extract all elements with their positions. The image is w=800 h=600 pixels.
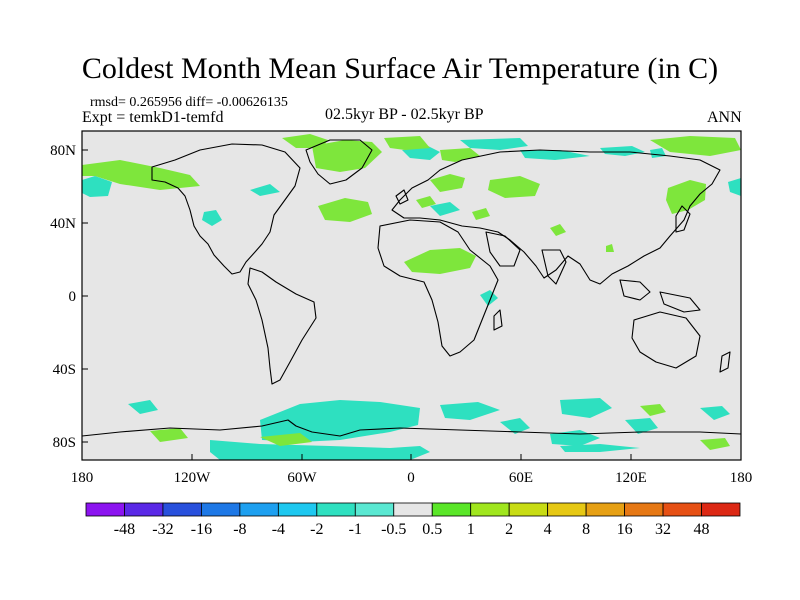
colorbar-box [624, 502, 664, 517]
colorbar-label: 48 [694, 521, 710, 538]
colorbar-box [701, 502, 741, 517]
colorbar-label: 16 [617, 521, 633, 538]
colorbar-box [393, 502, 433, 517]
colorbar-box [316, 502, 356, 517]
colorbar-box [431, 502, 472, 517]
colorbar-box [547, 502, 587, 517]
colorbar-label: -0.5 [381, 521, 406, 538]
colorbar-label: -8 [233, 521, 246, 538]
experiment-line: Expt = temkD1-temfd [82, 109, 224, 126]
colorbar-label: 1 [467, 521, 475, 538]
lon-label: 180 [71, 470, 94, 486]
colorbar-label: 0.5 [422, 521, 442, 538]
colorbar-label: 8 [582, 521, 590, 538]
colorbar-box [585, 502, 625, 517]
colorbar-box [354, 502, 395, 517]
lon-label: 60W [287, 470, 317, 486]
lat-label: 40N [50, 216, 76, 232]
lon-label: 120W [174, 470, 212, 486]
period-label: 02.5kyr BP - 02.5kyr BP [325, 106, 484, 123]
colorbar-label: -4 [272, 521, 285, 538]
colorbar-label: 32 [655, 521, 671, 538]
colorbar-box [201, 502, 241, 517]
colorbar-box [508, 502, 549, 517]
colorbar-box [470, 502, 510, 517]
lon-label: 0 [407, 470, 415, 486]
colorbar-labels: -48 -32 -16 -8 -4 -2 -1 -0.5 0.5 1 2 4 8 16 32 48 [114, 521, 710, 538]
colorbar-box [124, 502, 164, 517]
stats-line: rmsd= 0.265956 diff= -0.00626135 [90, 95, 288, 110]
colorbar-label: -2 [310, 521, 323, 538]
latitude-labels: 80N 40N 0 40S 80S [50, 143, 76, 451]
colorbar-label: -48 [114, 521, 135, 538]
colorbar-label: -1 [349, 521, 362, 538]
lon-label: 120E [615, 470, 647, 486]
colorbar-box [162, 502, 202, 517]
colorbar-label: -16 [191, 521, 212, 538]
season-label: ANN [707, 109, 742, 126]
lat-label: 0 [69, 289, 77, 305]
coastlines [81, 139, 742, 437]
colorbar-box [239, 502, 279, 517]
map-title: Coldest Month Mean Surface Air Temperatu… [81, 52, 719, 85]
longitude-labels: 180 120W 60W 0 60E 120E 180 [71, 470, 753, 486]
colorbar [85, 502, 741, 517]
axis-ticks [81, 149, 742, 460]
negative-anomaly-patches [82, 138, 741, 460]
colorbar-label: 4 [544, 521, 552, 538]
lon-label: 180 [730, 470, 753, 486]
colorbar-box [277, 502, 318, 517]
lat-label: 80S [53, 435, 76, 451]
lat-label: 80N [50, 143, 76, 159]
colorbar-box [662, 502, 702, 517]
lat-label: 40S [53, 362, 76, 378]
colorbar-label: 2 [505, 521, 513, 538]
lon-label: 60E [509, 470, 533, 486]
colorbar-label: -32 [152, 521, 173, 538]
colorbar-box [85, 502, 125, 517]
positive-anomaly-patches [82, 134, 741, 450]
